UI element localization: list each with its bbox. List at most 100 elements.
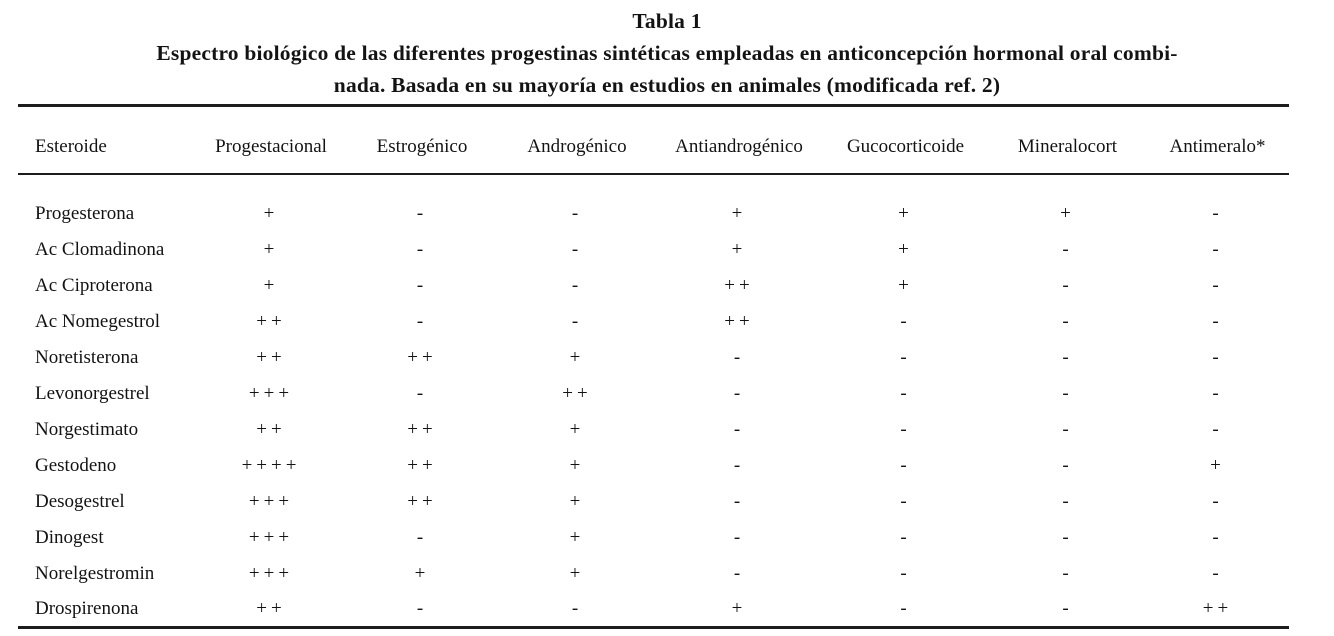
cell-value: ++ <box>724 274 754 296</box>
cell-value: - <box>1212 418 1223 440</box>
cell-value: - <box>900 526 911 548</box>
cell-value: - <box>1062 238 1073 260</box>
cell-value: - <box>733 454 745 476</box>
cell-value: - <box>900 346 911 368</box>
cell-value: +++ <box>248 562 294 584</box>
table-caption-title-line1: Espectro biológico de las diferentes pro… <box>156 41 1178 65</box>
table-row: Norelgestromin +++ + + - - - - <box>18 556 1289 592</box>
steroid-name: Noretisterona <box>35 346 139 368</box>
cell-value: - <box>1062 597 1073 619</box>
cell-value: +++ <box>248 382 294 404</box>
cell-value: - <box>1062 274 1073 296</box>
steroid-name: Norelgestromin <box>35 562 155 584</box>
cell-value: - <box>733 382 745 404</box>
table-row: Desogestrel +++ ++ + - - - - <box>18 484 1289 520</box>
cell-value: - <box>733 418 745 440</box>
steroid-name: Gestodeno <box>35 454 117 476</box>
cell-value: ++ <box>724 310 754 332</box>
cell-value: +++ <box>248 526 294 548</box>
cell-value: - <box>733 526 745 548</box>
cell-value: + <box>263 238 279 260</box>
col-header-mineralocort: Mineralocort <box>1017 135 1118 157</box>
cell-value: - <box>1212 202 1223 224</box>
cell-value: ++++ <box>241 454 301 476</box>
cell-value: + <box>414 562 430 584</box>
cell-value: + <box>569 454 585 476</box>
cell-value: - <box>416 526 428 548</box>
cell-value: - <box>900 418 911 440</box>
cell-value: - <box>416 238 428 260</box>
cell-value: - <box>1212 274 1223 296</box>
table-row: Levonorgestrel +++ - ++ - - - - <box>18 376 1289 412</box>
cell-value: +++ <box>248 490 294 512</box>
steroid-name: Ac Clomadinona <box>35 238 165 260</box>
col-header-estrogenico: Estrogénico <box>376 135 468 157</box>
cell-value: - <box>733 346 745 368</box>
cell-value: - <box>733 490 745 512</box>
cell-value: + <box>263 202 279 224</box>
table-row: Ac Clomadinona + - - + + - - <box>18 232 1289 268</box>
cell-value: - <box>416 382 428 404</box>
table-row: Ac Ciproterona + - - ++ + - - <box>18 268 1289 304</box>
header-row: Esteroide Progestacional Estrogénico And… <box>18 105 1289 174</box>
cell-value: ++ <box>256 346 286 368</box>
table-caption-label: Tabla 1 <box>632 9 702 33</box>
cell-value: - <box>1212 310 1223 332</box>
cell-value: ++ <box>256 597 286 619</box>
cell-value: ++ <box>562 382 592 404</box>
cell-value: - <box>1212 382 1223 404</box>
steroid-name: Levonorgestrel <box>35 382 150 404</box>
cell-value: - <box>1062 526 1073 548</box>
cell-value: ++ <box>407 454 437 476</box>
cell-value: - <box>900 310 911 332</box>
cell-value: ++ <box>256 310 286 332</box>
cell-value: + <box>569 418 585 440</box>
cell-value: + <box>898 274 913 296</box>
cell-value: - <box>1212 562 1223 584</box>
cell-value: - <box>1212 526 1223 548</box>
table-row: Norgestimato ++ ++ + - - - - <box>18 412 1289 448</box>
cell-value: ++ <box>407 418 437 440</box>
table-row: Noretisterona ++ ++ + - - - - <box>18 340 1289 376</box>
cell-value: - <box>900 597 911 619</box>
cell-value: - <box>416 310 428 332</box>
col-header-esteroide: Esteroide <box>35 135 107 157</box>
cell-value: - <box>571 202 583 224</box>
table-row: Progesterona + - - + + + - <box>18 196 1289 232</box>
steroid-name: Desogestrel <box>35 490 125 512</box>
table-row: Ac Nomegestrol ++ - - ++ - - - <box>18 304 1289 340</box>
cell-value: - <box>900 562 911 584</box>
cell-value: + <box>731 202 747 224</box>
col-header-gucocorticoide: Gucocorticoide <box>846 135 965 157</box>
table-caption-title-line2: nada. Basada en su mayoría en estudios e… <box>333 73 1001 97</box>
col-header-antimeralo: Antimeralo* <box>1169 135 1266 157</box>
cell-value: - <box>900 454 911 476</box>
cell-value: - <box>1212 238 1223 260</box>
progestin-spectrum-table: Esteroide Progestacional Estrogénico And… <box>18 104 1289 629</box>
cell-value: - <box>733 562 745 584</box>
table-row: Dinogest +++ - + - - - - <box>18 520 1289 556</box>
col-header-progestacional: Progestacional <box>215 135 327 157</box>
cell-value: + <box>569 346 585 368</box>
cell-value: - <box>1062 382 1073 404</box>
col-header-antiandrogenico: Antiandrogénico <box>675 135 803 157</box>
steroid-name: Ac Ciproterona <box>35 274 153 296</box>
cell-value: - <box>571 274 583 296</box>
spacer-row <box>18 174 1289 196</box>
cell-value: + <box>569 490 585 512</box>
col-header-androgenico: Androgénico <box>527 135 627 157</box>
cell-value: - <box>416 597 428 619</box>
cell-value: - <box>1062 346 1073 368</box>
cell-value: + <box>1060 202 1075 224</box>
cell-value: - <box>571 310 583 332</box>
cell-value: + <box>898 238 913 260</box>
cell-value: ++ <box>407 346 437 368</box>
cell-value: - <box>900 490 911 512</box>
cell-value: + <box>1210 454 1225 476</box>
cell-value: - <box>1062 562 1073 584</box>
cell-value: ++ <box>1202 597 1233 619</box>
cell-value: + <box>263 274 279 296</box>
cell-value: + <box>898 202 913 224</box>
cell-value: ++ <box>256 418 286 440</box>
